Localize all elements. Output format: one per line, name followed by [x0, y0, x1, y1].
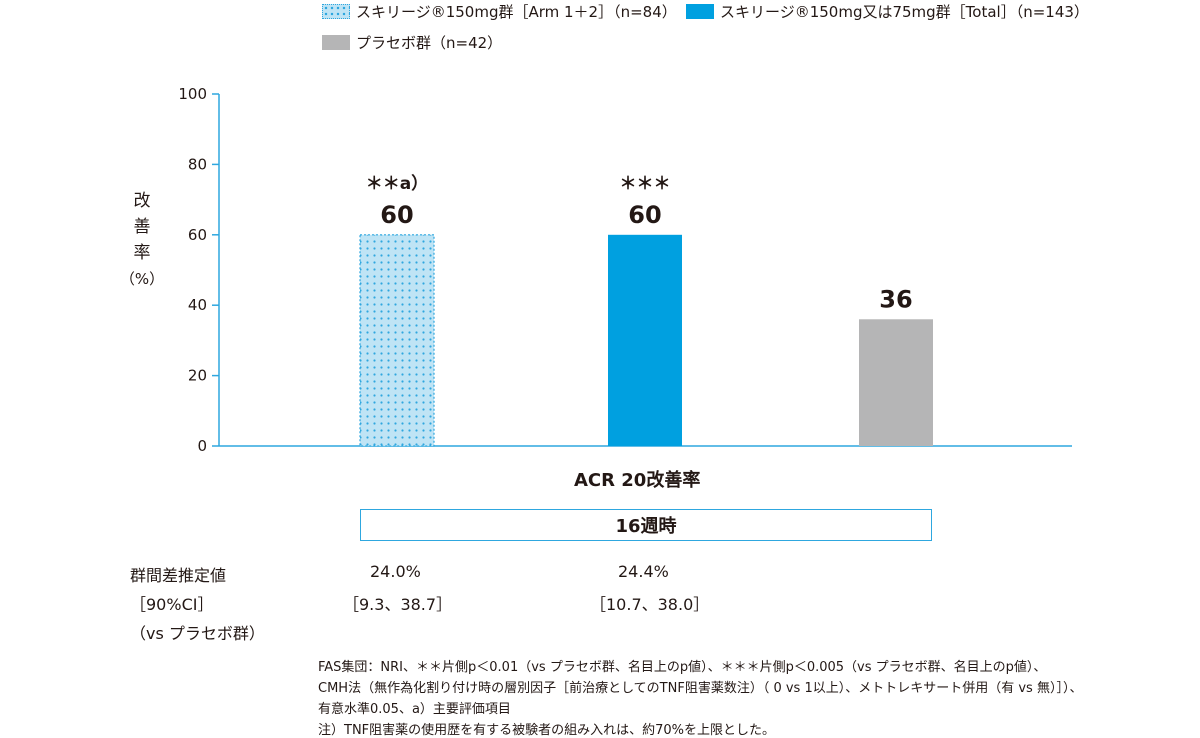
significance-label: ＊＊＊ — [620, 174, 671, 194]
legend-label-total: スキリージ®150mg又は75mg群［Total］（n=143） — [720, 3, 1089, 21]
stats-total-diff: 24.4% — [618, 562, 669, 581]
y-tick-label: 0 — [197, 437, 207, 455]
bar-chart: 0 20 40 60 80 100 60 ＊＊a） 60 ＊＊＊ 36 — [178, 85, 1072, 455]
y-tick-label: 60 — [188, 226, 207, 244]
footnote-line: FAS集団：NRI、＊＊片側p＜0.01（vs プラセボ群、名目上のp値）、＊＊… — [318, 660, 1047, 675]
bar — [608, 234, 682, 446]
y-axis-label-unit: （%） — [119, 270, 165, 288]
stats-arm12-ci: ［9.3、38.7］ — [343, 595, 453, 614]
legend-label-placebo: プラセボ群（n=42） — [356, 34, 503, 52]
y-axis-label-char: 善 — [133, 217, 151, 237]
bar — [359, 234, 435, 447]
stats-row-label-ci: ［90%CI］ — [130, 595, 214, 614]
x-axis-label: ACR 20改善率 — [574, 470, 701, 491]
legend-item-placebo: プラセボ群（n=42） — [322, 32, 502, 53]
bar — [859, 319, 933, 446]
y-axis-label-char: 改 — [133, 191, 151, 211]
stats-row-label-vs: （vs プラセボ群） — [130, 624, 265, 643]
bar-value-label: 36 — [879, 285, 912, 313]
y-axis-label: 改 善 率 （%） — [112, 188, 172, 292]
stats-row-label-diff: 群間差推定値 — [130, 566, 227, 585]
y-tick-label: 80 — [188, 155, 207, 173]
legend-label-arm12: スキリージ®150mg群［Arm 1＋2］（n=84） — [356, 3, 677, 21]
week-box: 16週時 — [360, 509, 932, 541]
legend-swatch-solid — [686, 4, 714, 19]
footnote-line: CMH法（無作為化割り付け時の層別因子［前治療としてのTNF阻害薬数注）（ 0 … — [318, 681, 1083, 696]
y-tick-label: 40 — [188, 296, 207, 314]
stats-total-ci: ［10.7、38.0］ — [590, 595, 710, 614]
week-label: 16週時 — [615, 516, 677, 537]
y-tick-label: 100 — [178, 85, 207, 103]
significance-label: ＊＊a） — [366, 173, 428, 194]
footnote-line: 有意水準0.05、a）主要評価項目 — [318, 702, 511, 717]
legend-swatch-gray — [322, 35, 350, 50]
legend-swatch-dotted — [322, 4, 350, 19]
y-axis-label-char: 率 — [133, 243, 151, 263]
legend-item-total: スキリージ®150mg又は75mg群［Total］（n=143） — [686, 1, 1089, 22]
bar-value-label: 60 — [380, 201, 413, 229]
bar-value-label: 60 — [628, 201, 661, 229]
legend-item-arm12: スキリージ®150mg群［Arm 1＋2］（n=84） — [322, 1, 677, 22]
y-tick-label: 20 — [188, 367, 207, 385]
footnote-line: 注）TNF阻害薬の使用歴を有する被験者の組み入れは、約70%を上限とした。 — [318, 723, 776, 738]
stats-arm12-diff: 24.0% — [370, 562, 421, 581]
